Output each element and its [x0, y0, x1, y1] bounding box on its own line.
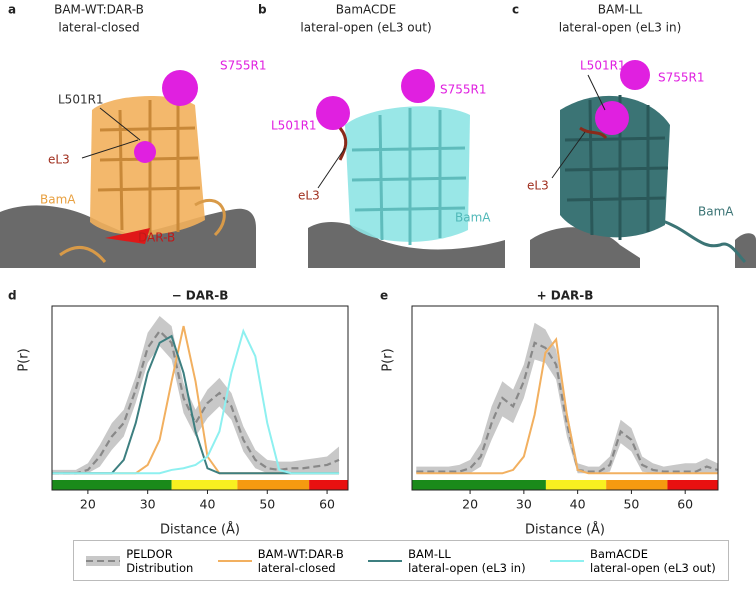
legend-label: PELDOR Distribution — [126, 546, 194, 575]
legend: PELDOR Distribution BAM-WT:DAR-B lateral-… — [73, 540, 729, 581]
plot-area — [52, 316, 348, 490]
legend-swatch — [368, 559, 403, 562]
uncertainty-band — [416, 322, 718, 474]
structure-label: eL3 — [48, 153, 70, 167]
series-line — [416, 341, 718, 473]
x-tick-label: 40 — [570, 497, 586, 512]
series-line — [52, 329, 340, 475]
legend-swatch — [86, 555, 121, 566]
legend-swatch — [217, 559, 252, 562]
structure-label: L501R1 — [58, 93, 104, 107]
legend-item: PELDOR Distribution — [86, 547, 193, 575]
y-axis-label: P(r) — [17, 348, 32, 371]
panel-title: BamACDE — [336, 3, 396, 17]
structure-label: DAR-B — [138, 231, 175, 245]
structure-label: BamA — [455, 211, 491, 225]
x-axis-label: Distance (Å) — [160, 522, 240, 538]
structure-a — [0, 70, 256, 268]
structure-label: BamA — [40, 193, 76, 207]
legend-label: BamACDE lateral-open (eL3 out) — [590, 546, 716, 575]
x-tick-label: 40 — [200, 497, 216, 512]
structure-label: L501R1 — [580, 59, 626, 73]
structure-label: BamA — [698, 205, 734, 219]
panel-letter: c — [512, 3, 519, 17]
panel-letter: e — [380, 289, 388, 303]
chart-title: + DAR-B — [537, 289, 594, 303]
structure-label: S755R1 — [440, 83, 487, 97]
y-axis-label: P(r) — [381, 348, 396, 371]
color-bar-segment — [667, 480, 718, 490]
structure-label: S755R1 — [658, 71, 705, 85]
color-bar-segment — [606, 480, 668, 490]
panel-letter: b — [258, 3, 267, 17]
color-bar-segment — [545, 480, 607, 490]
color-bar-segment — [52, 480, 172, 490]
color-bar-segment — [412, 480, 546, 490]
x-tick-label: 60 — [677, 497, 693, 512]
legend-item: BAM-LL lateral-open (eL3 in) — [368, 546, 526, 575]
structure-label: L501R1 — [271, 119, 317, 133]
figure-svg: a BAM-WT:DAR-B lateral-closed S755R1 L501R1 e… — [0, 3, 756, 538]
panel-title: BAM-LL — [598, 3, 643, 17]
panel-title: BAM-WT:DAR-B — [54, 3, 144, 17]
chart-title: − DAR-B — [172, 289, 229, 303]
x-axis-label: Distance (Å) — [525, 522, 605, 538]
series-line — [52, 325, 340, 475]
plot-area — [412, 322, 718, 490]
x-tick-label: 50 — [259, 497, 275, 512]
panel-letter: d — [8, 289, 17, 303]
legend-swatch — [550, 559, 584, 562]
legend-item: BAM-WT:DAR-B lateral-closed — [217, 546, 344, 575]
legend-item: BamACDE lateral-open (eL3 out) — [550, 547, 716, 575]
x-tick-label: 30 — [140, 497, 156, 512]
x-tick-label: 50 — [623, 497, 639, 512]
color-bar-segment — [237, 480, 310, 490]
structure-label: eL3 — [298, 189, 320, 203]
x-tick-label: 30 — [516, 497, 532, 512]
color-bar-segment — [171, 480, 238, 490]
panel-title: lateral-closed — [58, 21, 139, 35]
legend-label: BAM-WT:DAR-B lateral-closed — [257, 546, 344, 575]
panel-title: lateral-open (eL3 out) — [300, 21, 431, 35]
legend-label: BAM-LL lateral-open (eL3 in) — [408, 546, 526, 575]
x-tick-label: 20 — [80, 497, 96, 512]
panel-letter: a — [8, 3, 16, 17]
uncertainty-band — [52, 316, 340, 474]
panel-title: lateral-open (eL3 in) — [559, 21, 682, 35]
structure-label: S755R1 — [220, 59, 267, 73]
structure-b — [308, 69, 505, 268]
series-line — [416, 337, 718, 475]
color-bar-segment — [309, 480, 348, 490]
plot-frame — [51, 305, 349, 491]
structure-label: eL3 — [527, 179, 549, 193]
x-tick-label: 60 — [319, 497, 335, 512]
series-line — [52, 328, 340, 475]
x-tick-label: 20 — [462, 497, 478, 512]
structure-c — [530, 60, 756, 268]
plot-frame — [411, 305, 719, 491]
